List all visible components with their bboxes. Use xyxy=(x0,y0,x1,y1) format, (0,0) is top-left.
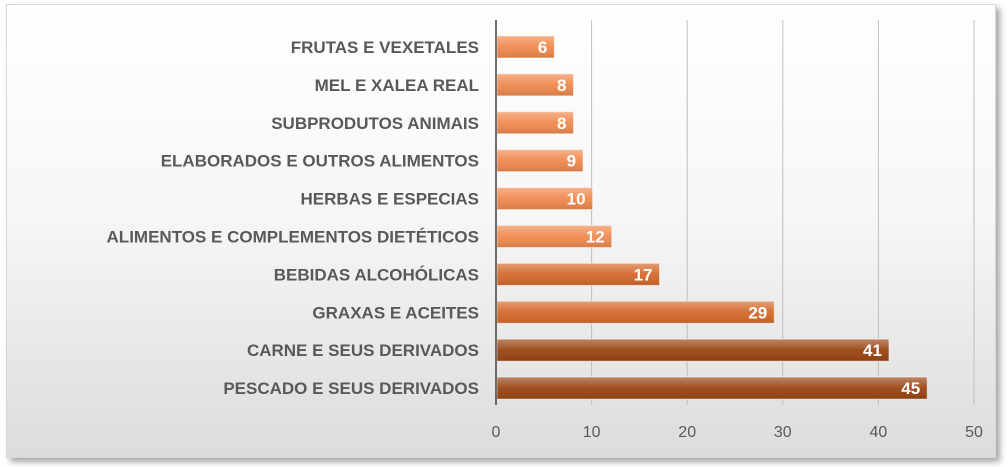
data-label: 6 xyxy=(538,38,547,57)
bar-gloss xyxy=(496,73,574,97)
data-label: 45 xyxy=(901,379,920,398)
category-label: PESCADO E SEUS DERIVADOS xyxy=(223,379,479,398)
x-tick-label: 30 xyxy=(774,424,792,441)
category-label: SUBPRODUTOS ANIMAIS xyxy=(271,114,479,133)
bar-gloss xyxy=(496,338,890,362)
bar-gloss xyxy=(496,187,594,211)
data-label: 17 xyxy=(634,265,653,284)
data-label: 8 xyxy=(557,76,566,95)
x-tick-label: 40 xyxy=(870,424,888,441)
data-label: 41 xyxy=(863,341,882,360)
data-label: 10 xyxy=(567,190,586,209)
category-label: ELABORADOS E OUTROS ALIMENTOS xyxy=(161,152,479,171)
x-tick-label: 20 xyxy=(678,424,696,441)
bar-gloss xyxy=(496,300,775,324)
category-label: ALIMENTOS E COMPLEMENTOS DIETÉTICOS xyxy=(107,227,479,246)
bar-gloss xyxy=(496,224,613,248)
data-label: 9 xyxy=(567,152,576,171)
data-label: 29 xyxy=(748,303,767,322)
bar-gloss xyxy=(496,111,574,135)
x-tick-labels: 0 10 20 30 40 50 xyxy=(492,424,983,441)
bar-gloss xyxy=(496,149,584,173)
category-label: GRAXAS E ACEITES xyxy=(312,303,479,322)
category-label: BEBIDAS ALCOHÓLICAS xyxy=(274,265,479,284)
data-label: 8 xyxy=(557,114,566,133)
x-tick-label: 0 xyxy=(492,424,501,441)
category-label: FRUTAS E VEXETALES xyxy=(291,38,479,57)
bar-gloss xyxy=(496,376,928,400)
bar-gloss xyxy=(496,262,661,286)
category-labels: FRUTAS E VEXETALES MEL E XALEA REAL SUBPRO… xyxy=(107,38,479,398)
category-label: CARNE E SEUS DERIVADOS xyxy=(247,341,479,360)
x-tick-label: 50 xyxy=(965,424,983,441)
category-label: MEL E XALEA REAL xyxy=(315,76,479,95)
bar-gloss xyxy=(496,35,555,59)
x-tick-label: 10 xyxy=(583,424,601,441)
data-label: 12 xyxy=(586,227,605,246)
category-label: HERBAS E ESPECIAS xyxy=(300,190,479,209)
